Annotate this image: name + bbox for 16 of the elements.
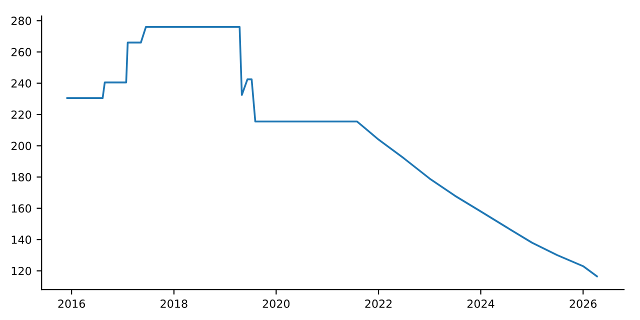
x-tick-label: 2024 — [467, 300, 494, 308]
x-tick-label: 2022 — [365, 300, 392, 308]
x-tick-label: 2018 — [160, 300, 188, 308]
x-tick-label: 2026 — [570, 300, 597, 308]
y-tick-label: 120 — [12, 266, 32, 276]
y-tick-label: 200 — [11, 142, 32, 150]
x-tick-label: 2016 — [58, 300, 86, 308]
y-tick-label: 180 — [12, 173, 32, 182]
y-tick-label: 220 — [11, 110, 32, 119]
y-tick-label: 240 — [11, 79, 32, 88]
y-tick-label: 140 — [12, 236, 32, 244]
y-tick-label: 280 — [11, 16, 32, 26]
x-tick-label: 2020 — [262, 300, 290, 308]
y-tick-label: 160 — [12, 204, 32, 213]
line-series — [66, 26, 598, 278]
y-tick-label: 260 — [11, 48, 32, 56]
